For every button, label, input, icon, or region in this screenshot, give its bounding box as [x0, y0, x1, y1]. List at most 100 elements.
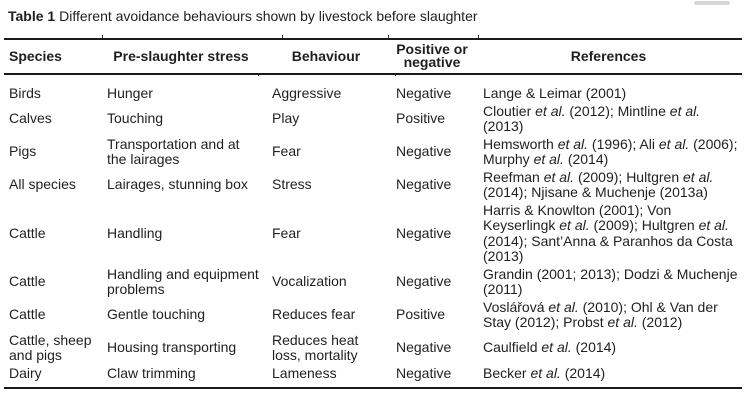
reference-segment: Reefman: [483, 168, 544, 185]
column-divider-tick: [282, 35, 283, 38]
column-header-positive-or-negative: Positive or negative: [389, 39, 475, 75]
reference-segment: et al.: [541, 339, 572, 356]
cell-species: Cattle: [9, 273, 46, 290]
cell-behaviour: Vocalization: [272, 273, 347, 290]
table-row: All species Lairages, stunning box Stres…: [4, 169, 742, 202]
reference-segment: et al.: [530, 364, 561, 381]
reference-segment: (2014): [560, 364, 606, 381]
cell-behaviour: Fear: [272, 143, 301, 160]
reference-segment: et al.: [533, 151, 564, 167]
cell-species: Cattle: [9, 224, 46, 241]
reference-segment: et al.: [698, 217, 729, 233]
reference-segment: (2014); Sant’Anna & Paranhos da Costa (2…: [483, 232, 733, 264]
cell-behaviour: Stress: [272, 176, 312, 193]
reference-segment: (2014); Njisane & Muchenje (2013a): [483, 184, 708, 200]
column-divider-tick: [102, 35, 103, 38]
reference-segment: (2013): [483, 118, 524, 134]
cell-references: Caulfield et al. (2014): [475, 332, 742, 365]
reference-segment: (2012); Mintline: [565, 102, 670, 119]
cell-species: All species: [9, 176, 76, 193]
scan-artifact: [694, 1, 730, 5]
cell-references: Voslářová et al. (2010); Ohl & Van der S…: [475, 299, 742, 332]
cell-pre-slaughter-stress: Touching: [107, 110, 164, 127]
reference-segment: Hemsworth: [483, 135, 558, 152]
cell-references: Harris & Knowlton (2001); Von Keyserling…: [475, 202, 742, 266]
cell-positive-or-negative: Positive: [396, 110, 446, 127]
table-caption-text: Different avoidance behaviours shown by …: [59, 8, 478, 24]
table-row: Cattle Gentle touching Reduces fear Posi…: [4, 299, 742, 332]
reference-segment: et al.: [607, 314, 638, 330]
cell-positive-or-negative: Negative: [396, 273, 452, 290]
cell-positive-or-negative: Negative: [396, 176, 452, 193]
cell-species: Dairy: [9, 364, 42, 381]
column-header-species: Species: [4, 39, 99, 75]
cell-species: Cattle, sheep and pigs: [9, 331, 92, 363]
cell-pre-slaughter-stress: Handling and equipment problems: [107, 265, 259, 297]
column-divider-tick: [388, 35, 389, 38]
reference-segment: Lange & Leimar (2001): [483, 85, 627, 101]
reference-segment: Voslářová: [483, 298, 549, 315]
reference-segment: et al.: [557, 135, 589, 152]
table-row: Cattle Handling and equipment problems V…: [4, 266, 742, 299]
reference-segment: (2014): [563, 151, 609, 167]
reference-segment: (1996); Ali: [588, 135, 659, 152]
column-divider-tick: [395, 73, 396, 76]
table-body: Birds Hunger Aggressive Negative Lange &…: [4, 74, 742, 388]
reference-segment: et al.: [548, 298, 579, 315]
reference-segment: et al.: [559, 217, 590, 233]
cell-references: Reefman et al. (2009); Hultgren et al. (…: [475, 169, 742, 202]
reference-segment: (2009); Hultgren: [589, 217, 699, 233]
table-row: Cattle, sheep and pigs Housing transport…: [4, 332, 742, 365]
cell-species: Calves: [9, 110, 52, 127]
column-divider-tick: [478, 35, 479, 38]
table-row: Calves Touching Play Positive Cloutier e…: [4, 103, 742, 136]
cell-positive-or-negative: Negative: [396, 224, 452, 241]
cell-pre-slaughter-stress: Gentle touching: [107, 306, 206, 323]
table-caption-label: Table 1: [8, 8, 56, 24]
reference-segment: et al.: [669, 102, 701, 119]
cell-references: Grandin (2001; 2013); Dodzi & Muchenje (…: [475, 266, 742, 299]
livestock-behaviour-table: Species Pre-slaughter stress Behaviour P…: [4, 38, 742, 389]
cell-positive-or-negative: Negative: [396, 339, 452, 356]
reference-segment: Grandin (2001; 2013); Dodzi & Muchenje (…: [483, 265, 738, 297]
table-header-row: Species Pre-slaughter stress Behaviour P…: [4, 39, 742, 75]
reference-segment: et al.: [658, 135, 690, 152]
column-header-behaviour: Behaviour: [263, 39, 389, 75]
cell-references: Becker et al. (2014): [475, 365, 742, 389]
cell-behaviour: Aggressive: [272, 85, 342, 101]
table-row: Cattle Handling Fear Negative Harris & K…: [4, 202, 742, 266]
table-row: Pigs Transportation and at the lairages …: [4, 136, 742, 169]
cell-behaviour: Reduces fear: [272, 306, 356, 323]
cell-references: Lange & Leimar (2001): [475, 74, 742, 103]
cell-pre-slaughter-stress: Claw trimming: [107, 364, 196, 381]
reference-segment: (2006); Murphy: [483, 135, 738, 167]
reference-segment: (2009); Hultgren: [574, 168, 684, 185]
column-divider-tick: [258, 73, 259, 76]
cell-positive-or-negative: Negative: [396, 143, 452, 160]
cell-references: Cloutier et al. (2012); Mintline et al. …: [475, 103, 742, 136]
cell-behaviour: Play: [272, 110, 300, 127]
cell-positive-or-negative: Negative: [396, 364, 452, 381]
cell-behaviour: Reduces heat loss, mortality: [272, 331, 359, 363]
table-row: Birds Hunger Aggressive Negative Lange &…: [4, 74, 742, 103]
reference-segment: Becker: [483, 364, 531, 381]
cell-positive-or-negative: Positive: [396, 306, 446, 323]
table-row: Dairy Claw trimming Lameness Negative Be…: [4, 365, 742, 389]
column-header-pre-slaughter-stress: Pre-slaughter stress: [99, 39, 263, 75]
column-header-references: References: [475, 39, 742, 75]
reference-segment: et al.: [543, 168, 575, 185]
reference-segment: Caulfield: [483, 339, 542, 356]
reference-segment: (2014): [571, 339, 617, 356]
reference-segment: (2010); Ohl & Van der Stay (2012); Probs…: [483, 298, 718, 330]
cell-behaviour: Fear: [272, 224, 301, 241]
reference-segment: et al.: [535, 102, 566, 119]
reference-segment: (2012): [637, 314, 683, 330]
cell-pre-slaughter-stress: Housing transporting: [107, 339, 237, 356]
cell-pre-slaughter-stress: Hunger: [107, 85, 153, 101]
cell-positive-or-negative: Negative: [396, 85, 452, 101]
cell-behaviour: Lameness: [272, 364, 337, 381]
cell-references: Hemsworth et al. (1996); Ali et al. (200…: [475, 136, 742, 169]
cell-pre-slaughter-stress: Handling: [107, 224, 163, 241]
reference-segment: Harris & Knowlton (2001); Von Keyserling…: [483, 201, 672, 233]
